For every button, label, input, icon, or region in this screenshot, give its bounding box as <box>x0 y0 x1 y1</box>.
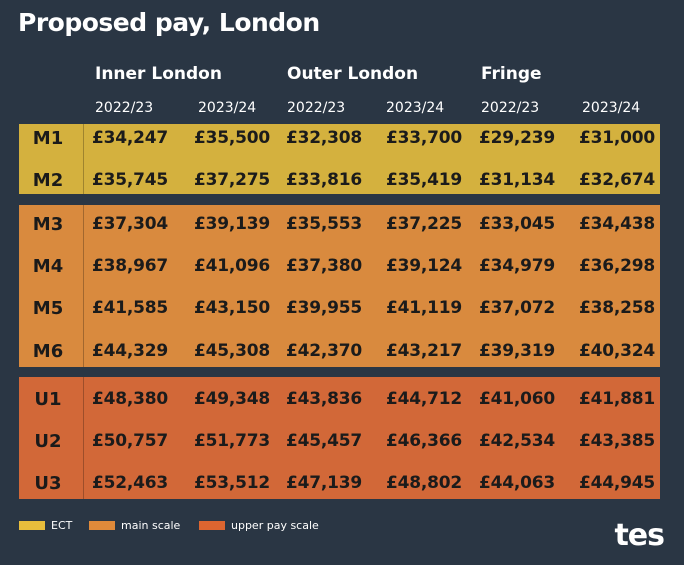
region-header-fringe: Fringe <box>481 64 542 84</box>
pay-cell: £35,745 <box>92 170 169 190</box>
pay-cell: £36,298 <box>579 256 656 276</box>
ect-band <box>19 124 660 194</box>
pay-cell: £33,700 <box>386 128 463 148</box>
legend-swatch <box>89 521 115 530</box>
row-label-m3: M3 <box>32 214 64 235</box>
year-header: 2023/24 <box>386 100 445 116</box>
row-label-m4: M4 <box>32 256 64 277</box>
pay-cell: £49,348 <box>194 389 271 409</box>
legend-item-main-scale: main scale <box>89 519 180 532</box>
pay-cell: £37,380 <box>286 256 363 276</box>
pay-cell: £31,134 <box>479 170 556 190</box>
pay-cell: £50,757 <box>92 431 169 451</box>
legend-label: ECT <box>51 519 73 532</box>
row-label-m2: M2 <box>32 170 64 191</box>
pay-cell: £41,119 <box>386 298 463 318</box>
pay-cell: £35,419 <box>386 170 463 190</box>
row-label-u2: U2 <box>34 431 62 452</box>
pay-cell: £38,967 <box>92 256 169 276</box>
region-header-outer-london: Outer London <box>287 64 419 84</box>
pay-cell: £48,802 <box>386 473 463 493</box>
pay-cell: £39,319 <box>479 341 556 361</box>
pay-cell: £48,380 <box>92 389 169 409</box>
pay-cell: £52,463 <box>92 473 169 493</box>
year-header: 2023/24 <box>582 100 641 116</box>
page-title: Proposed pay, London <box>18 8 320 37</box>
pay-cell: £53,512 <box>194 473 271 493</box>
pay-cell: £44,712 <box>386 389 463 409</box>
main-scale-band <box>19 205 660 367</box>
pay-cell: £40,324 <box>579 341 656 361</box>
pay-cell: £31,000 <box>579 128 656 148</box>
pay-cell: £37,072 <box>479 298 556 318</box>
pay-cell: £41,060 <box>479 389 556 409</box>
legend-item-upper-pay-scale: upper pay scale <box>199 519 319 532</box>
legend-item-ect: ECT <box>19 519 72 532</box>
row-label-u1: U1 <box>34 389 62 410</box>
region-header-inner-london: Inner London <box>95 64 222 84</box>
pay-cell: £34,979 <box>479 256 556 276</box>
pay-cell: £42,534 <box>479 431 556 451</box>
pay-cell: £37,304 <box>92 214 169 234</box>
year-header: 2022/23 <box>287 100 346 116</box>
legend-swatch <box>199 521 225 530</box>
row-label-m6: M6 <box>32 341 64 362</box>
column-divider <box>83 205 84 367</box>
pay-cell: £43,836 <box>286 389 363 409</box>
pay-cell: £35,553 <box>286 214 363 234</box>
pay-cell: £43,150 <box>194 298 271 318</box>
pay-cell: £38,258 <box>579 298 656 318</box>
pay-cell: £32,674 <box>579 170 656 190</box>
pay-cell: £44,945 <box>579 473 656 493</box>
pay-cell: £39,139 <box>194 214 271 234</box>
legend-swatch <box>19 521 45 530</box>
pay-cell: £44,063 <box>479 473 556 493</box>
year-header: 2022/23 <box>95 100 154 116</box>
pay-cell: £43,385 <box>579 431 656 451</box>
pay-cell: £46,366 <box>386 431 463 451</box>
legend-label: main scale <box>121 519 181 532</box>
pay-cell: £44,329 <box>92 341 169 361</box>
pay-cell: £43,217 <box>386 341 463 361</box>
pay-cell: £45,457 <box>286 431 363 451</box>
pay-cell: £35,500 <box>194 128 271 148</box>
pay-cell: £41,585 <box>92 298 169 318</box>
row-label-m1: M1 <box>32 128 64 149</box>
pay-cell: £41,096 <box>194 256 271 276</box>
pay-cell: £51,773 <box>194 431 271 451</box>
pay-cell: £33,045 <box>479 214 556 234</box>
pay-cell: £32,308 <box>286 128 363 148</box>
pay-cell: £47,139 <box>286 473 363 493</box>
pay-cell: £33,816 <box>286 170 363 190</box>
pay-cell: £42,370 <box>286 341 363 361</box>
column-divider <box>83 377 84 499</box>
year-header: 2023/24 <box>198 100 257 116</box>
upper-pay-scale-band <box>19 377 660 499</box>
year-header: 2022/23 <box>481 100 540 116</box>
legend-label: upper pay scale <box>231 519 319 532</box>
tes-logo: tes <box>614 518 665 553</box>
pay-cell: £34,438 <box>579 214 656 234</box>
column-divider <box>83 124 84 194</box>
pay-cell: £39,124 <box>386 256 463 276</box>
pay-cell: £34,247 <box>92 128 169 148</box>
pay-cell: £37,275 <box>194 170 271 190</box>
pay-cell: £37,225 <box>386 214 463 234</box>
row-label-u3: U3 <box>34 473 62 494</box>
pay-cell: £39,955 <box>286 298 363 318</box>
pay-cell: £41,881 <box>579 389 656 409</box>
row-label-m5: M5 <box>32 298 64 319</box>
pay-cell: £45,308 <box>194 341 271 361</box>
pay-cell: £29,239 <box>479 128 556 148</box>
